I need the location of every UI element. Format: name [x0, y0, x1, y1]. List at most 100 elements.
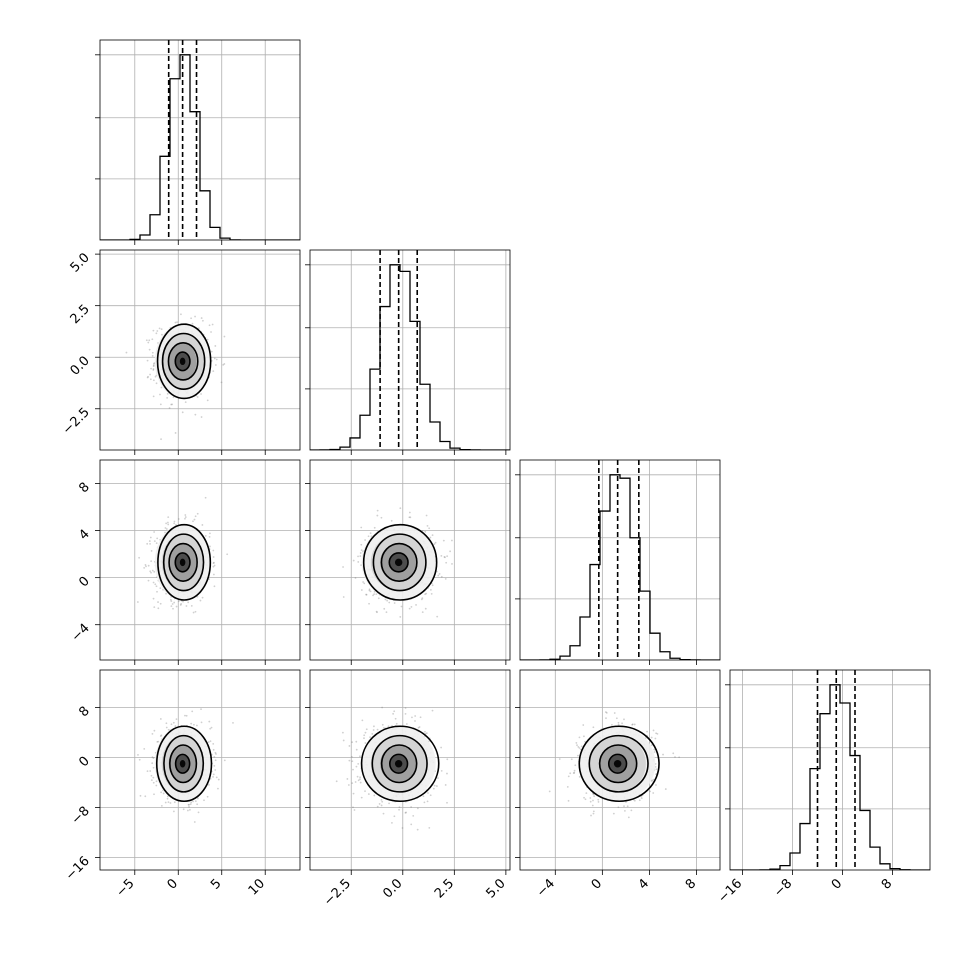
scatter-point — [187, 601, 190, 604]
scatter-point — [153, 606, 156, 609]
scatter-point — [351, 741, 354, 744]
scatter-point — [352, 559, 355, 562]
scatter-point — [420, 598, 423, 601]
scatter-point — [649, 790, 652, 793]
scatter-point — [202, 319, 204, 322]
scatter-point — [149, 542, 151, 545]
scatter-point — [194, 515, 197, 518]
scatter-point — [424, 607, 427, 610]
scatter-point — [590, 814, 592, 817]
scatter-point — [212, 556, 215, 558]
scatter-point — [165, 722, 168, 725]
scatter-point — [604, 711, 607, 713]
scatter-point — [569, 772, 572, 775]
y-tick-label: 0 — [76, 754, 92, 770]
x-tick-label: 8 — [683, 876, 699, 892]
scatter-point — [152, 781, 155, 784]
scatter-point — [172, 810, 175, 813]
scatter-point — [197, 811, 200, 814]
scatter-point — [409, 516, 412, 519]
scatter-point — [153, 362, 155, 365]
scatter-point — [177, 518, 180, 520]
contour-line — [389, 753, 409, 774]
scatter-point — [212, 565, 215, 568]
scatter-point — [359, 552, 362, 554]
scatter-point — [160, 438, 162, 441]
scatter-point — [388, 802, 390, 805]
scatter-point — [372, 594, 374, 597]
scatter-point — [577, 746, 580, 748]
scatter-group — [342, 507, 453, 618]
scatter-point — [416, 807, 419, 810]
scatter-point — [166, 392, 169, 395]
scatter-point — [359, 755, 361, 758]
scatter-point — [408, 607, 411, 610]
scatter-point — [214, 751, 217, 754]
scatter-point — [173, 601, 176, 604]
scatter-point — [351, 760, 354, 763]
scatter-point — [213, 561, 215, 564]
scatter-point — [184, 514, 187, 516]
scatter-point — [149, 536, 152, 539]
scatter-point — [201, 524, 204, 526]
scatter-point — [655, 768, 658, 771]
axes-frame — [99, 669, 301, 871]
scatter-point — [422, 795, 425, 798]
scatter-point — [381, 800, 384, 803]
scatter-point — [138, 758, 141, 761]
scatter-point — [146, 359, 149, 362]
scatter-point — [354, 577, 357, 579]
scatter-point — [380, 804, 383, 807]
scatter-point — [197, 327, 200, 330]
scatter-point — [350, 756, 353, 758]
scatter-point — [381, 723, 384, 726]
scatter-point — [170, 723, 173, 726]
scatter-point — [152, 597, 155, 600]
contour-line — [167, 341, 199, 381]
scatter-point — [650, 744, 653, 747]
scatter-point — [146, 542, 149, 545]
scatter-point — [382, 727, 385, 729]
axes-frame — [309, 459, 511, 661]
scatter-point — [592, 793, 595, 796]
scatter-point — [583, 796, 585, 799]
scatter-point — [152, 369, 155, 371]
scatter-point — [232, 721, 234, 724]
scatter-point — [593, 795, 596, 798]
scatter-point — [214, 769, 217, 771]
scatter-point — [125, 351, 128, 354]
scatter-point — [398, 806, 401, 809]
scatter-point — [215, 776, 218, 779]
scatter-point — [149, 378, 152, 381]
scatter-point — [451, 563, 453, 565]
scatter-point — [190, 317, 193, 320]
scatter-point — [152, 766, 155, 769]
scatter-point — [640, 797, 643, 799]
scatter-point — [352, 806, 354, 809]
contour-line — [380, 744, 418, 784]
scatter-point — [196, 512, 199, 515]
contour-line — [156, 323, 212, 400]
scatter-point — [376, 611, 378, 614]
y-tick-label: 2.5 — [68, 302, 93, 327]
scatter-point — [213, 764, 216, 767]
scatter-point — [153, 570, 156, 573]
scatter-point — [393, 710, 396, 713]
x-tick-label: 0.0 — [380, 876, 405, 901]
scatter-point — [365, 593, 368, 596]
scatter-point — [582, 724, 585, 726]
scatter-point — [373, 725, 375, 728]
scatter-point — [208, 783, 210, 786]
scatter-point — [615, 717, 618, 720]
scatter-point — [143, 566, 146, 569]
contour-line — [371, 734, 428, 793]
panel-1-0: −2.5 0.0 2.5 5.0 — [60, 249, 301, 455]
scatter-point — [143, 747, 146, 750]
scatter-point — [391, 821, 393, 824]
scatter-point — [617, 721, 620, 724]
scatter-point — [194, 800, 197, 803]
scatter-point — [654, 737, 657, 740]
scatter-point — [342, 596, 345, 598]
scatter-point — [574, 764, 577, 767]
scatter-point — [415, 604, 417, 606]
